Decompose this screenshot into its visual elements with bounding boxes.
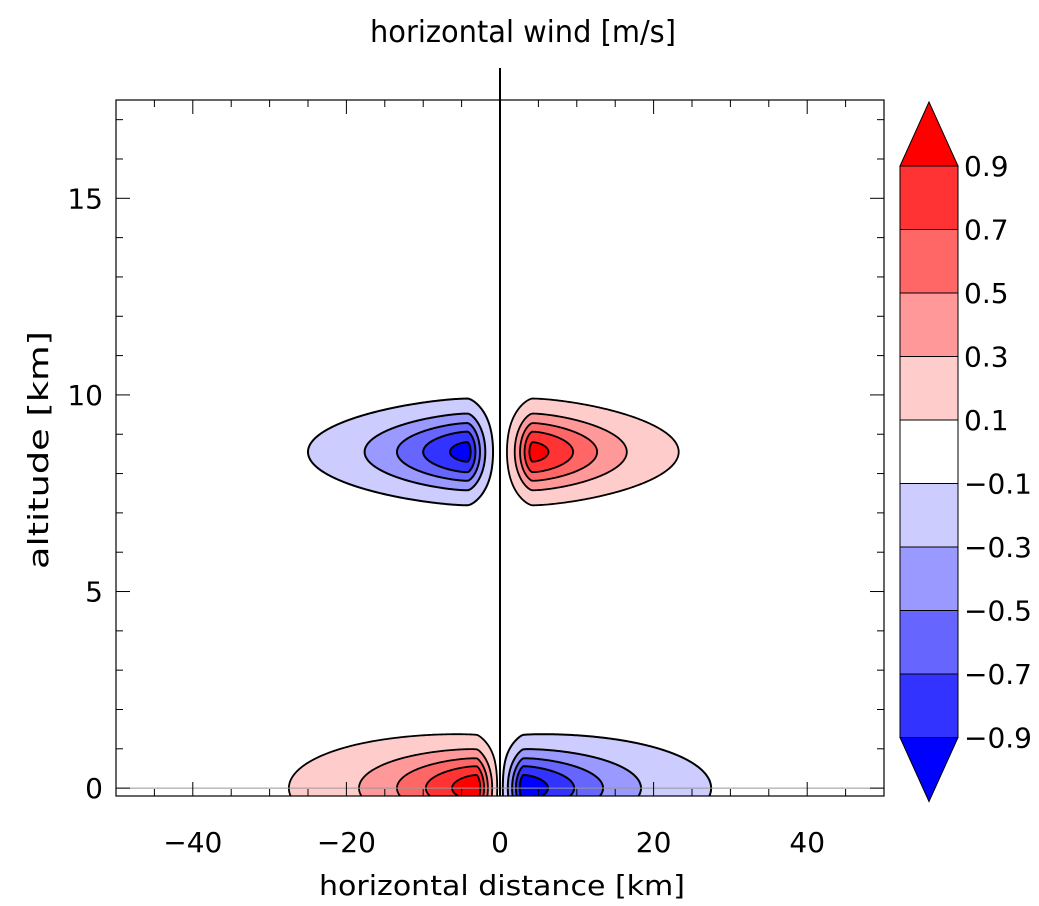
colorbar-band-3 xyxy=(899,356,959,421)
contour-line-3 xyxy=(363,412,643,796)
colorbar-labels: 0.9 0.7 0.5 0.3 0.1 −0.1 −0.3 −0.5 −0.7 −0.9 xyxy=(964,150,1032,755)
colorbar-tick-label: 0.3 xyxy=(964,341,1009,374)
contour-line-5 xyxy=(287,397,680,796)
colorbar-tick-label: −0.3 xyxy=(964,531,1032,564)
colorbar-band-5 xyxy=(899,483,959,548)
chart-title: horizontal wind [m/s] xyxy=(370,15,676,50)
y-axis-label: altitude [km] xyxy=(22,331,55,569)
contour-line-0 xyxy=(449,441,550,796)
contour-band-6 xyxy=(289,398,679,796)
y-tick-labels: 0 5 10 15 xyxy=(67,182,103,805)
contour-line-9 xyxy=(451,441,550,796)
colorbar-tick-label: −0.9 xyxy=(964,722,1032,755)
contour-line-6 xyxy=(358,412,628,796)
plot-area xyxy=(116,397,884,796)
colorbar-extend-min xyxy=(899,737,959,803)
contour-line-2 xyxy=(396,422,605,796)
colorbar-band-4 xyxy=(899,419,959,484)
contour-band-8 xyxy=(397,422,598,796)
y-tick-label: 10 xyxy=(67,379,103,412)
colorbar-extend-max xyxy=(899,100,959,167)
colorbar-band-0 xyxy=(899,165,959,230)
colorbar xyxy=(899,100,959,803)
y-tick-label: 5 xyxy=(85,576,103,609)
colorbar-band-7 xyxy=(899,610,959,675)
colorbar-band-1 xyxy=(899,229,959,294)
contour-line-8 xyxy=(424,430,574,796)
x-tick-label: 40 xyxy=(789,826,825,859)
colorbar-tick-label: 0.1 xyxy=(964,404,1009,437)
y-tick-label: 0 xyxy=(85,772,103,805)
colorbar-tick-label: −0.7 xyxy=(964,658,1032,691)
axis-ticks xyxy=(115,100,885,796)
contour-line-7 xyxy=(396,422,598,796)
contour-line-1 xyxy=(422,430,576,796)
x-axis-label: horizontal distance [km] xyxy=(319,869,685,902)
x-tick-label: 0 xyxy=(491,826,509,859)
x-tick-label: −20 xyxy=(317,826,376,859)
colorbar-band-6 xyxy=(899,546,959,611)
colorbar-tick-label: −0.1 xyxy=(964,468,1032,501)
contour-band-7 xyxy=(358,413,628,796)
colorbar-band-8 xyxy=(899,673,959,738)
contour-band-2 xyxy=(397,422,604,796)
colorbar-tick-label: 0.5 xyxy=(964,277,1009,310)
contour-band-3 xyxy=(364,413,642,796)
x-tick-label: 20 xyxy=(636,826,672,859)
colorbar-tick-label: 0.7 xyxy=(964,214,1009,247)
x-tick-label: −40 xyxy=(163,826,222,859)
y-tick-label: 15 xyxy=(67,182,103,215)
colorbar-tick-label: 0.9 xyxy=(964,150,1009,183)
colorbar-band-2 xyxy=(899,292,959,357)
x-tick-labels: −40 −20 0 20 40 xyxy=(163,826,825,859)
colorbar-tick-label: −0.5 xyxy=(964,595,1032,628)
contour-line-4 xyxy=(307,397,713,796)
